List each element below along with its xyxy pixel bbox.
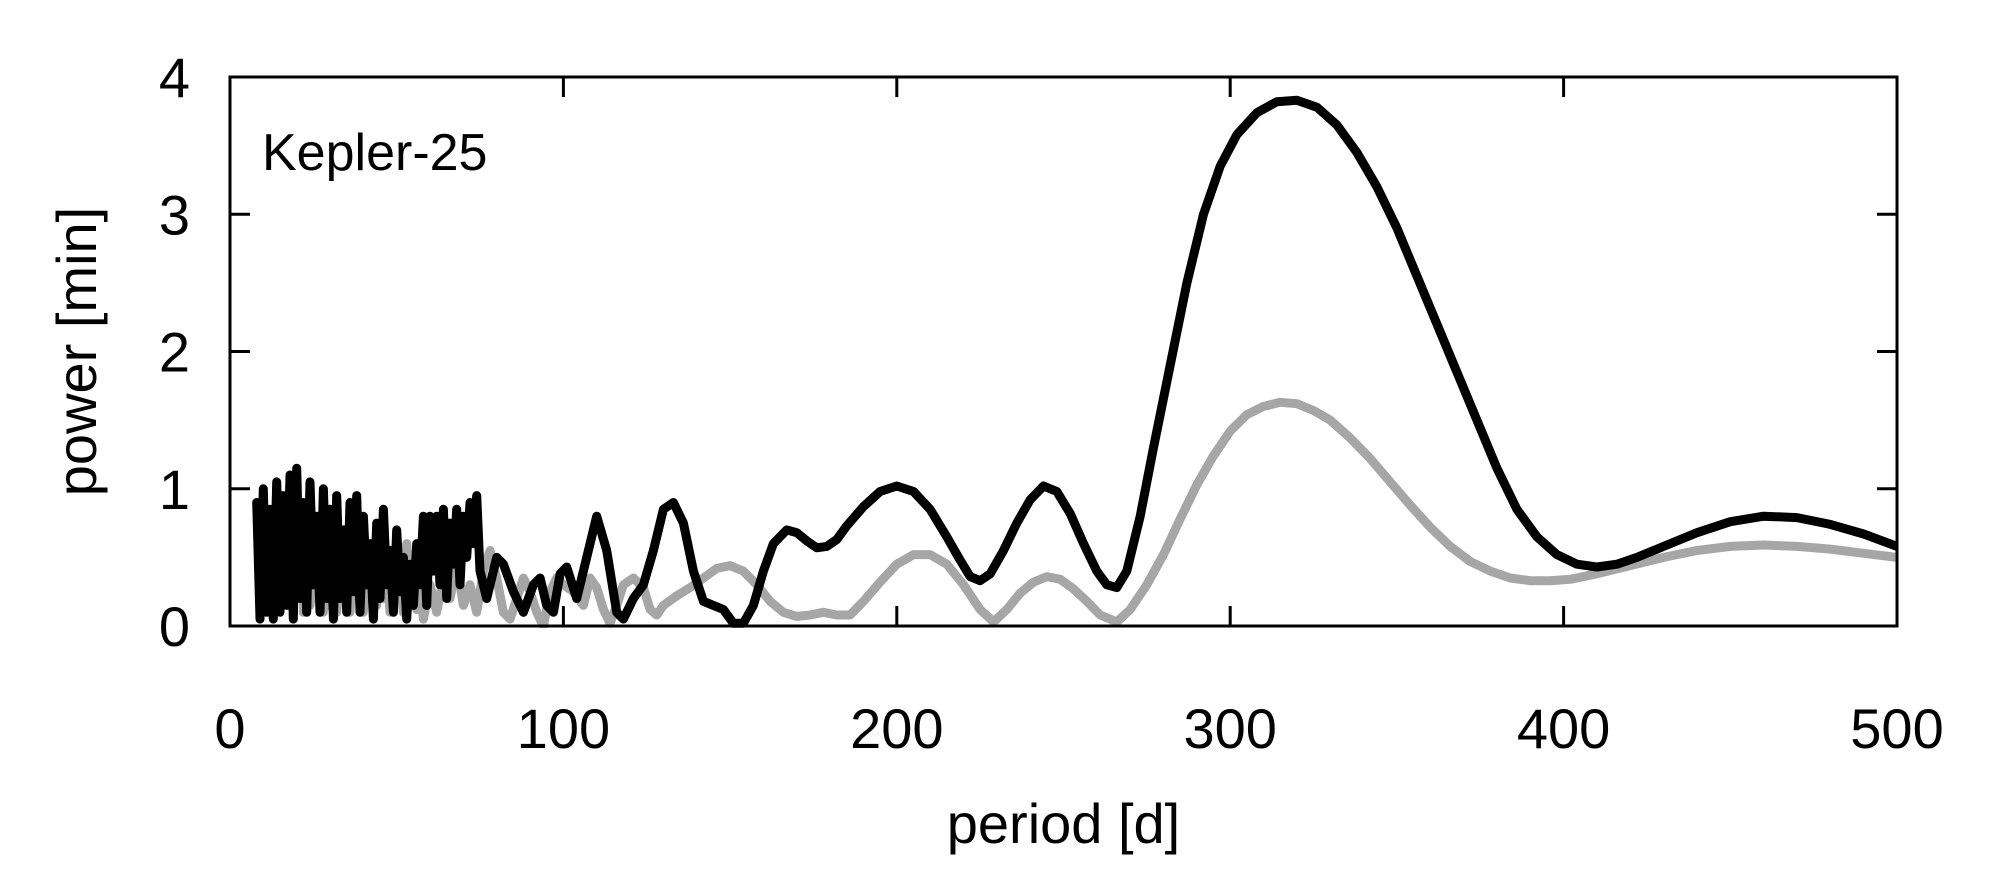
series-line-black [252, 95, 1897, 628]
ticks-layer [228, 75, 1899, 628]
star-name-annotation: Kepler-25 [262, 124, 487, 182]
y-tick-label: 4 [159, 46, 190, 109]
tick-labels: 0 100 200 300 400 500 0 1 2 3 4 [159, 46, 1944, 760]
x-tick-label: 400 [1517, 697, 1610, 760]
y-axis-label: power [min] [45, 207, 108, 496]
x-tick-label: 200 [850, 697, 943, 760]
y-tick-label: 1 [159, 458, 190, 521]
series-layer [252, 95, 1897, 628]
x-tick-label: 300 [1183, 697, 1276, 760]
y-tick-label: 2 [159, 321, 190, 384]
y-tick-label: 0 [159, 595, 190, 658]
x-tick-label: 500 [1850, 697, 1943, 760]
x-tick-label: 100 [517, 697, 610, 760]
x-axis-label: period [d] [947, 792, 1181, 855]
y-tick-label: 3 [159, 183, 190, 246]
x-tick-label: 0 [214, 697, 245, 760]
